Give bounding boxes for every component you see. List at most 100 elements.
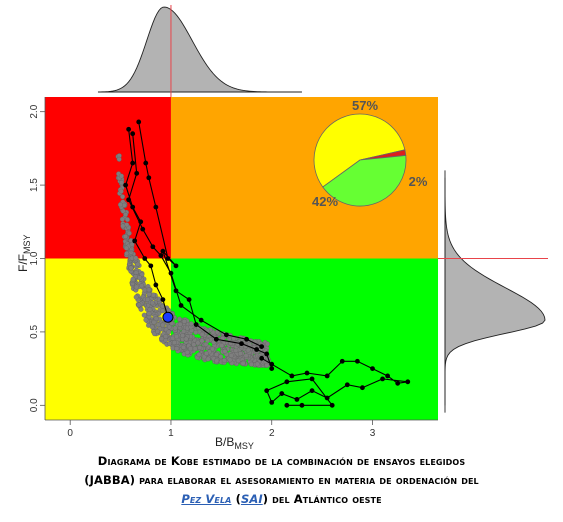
x-tick-label: 3 — [370, 428, 376, 439]
bootstrap-cloud — [115, 153, 271, 368]
bootstrap-point — [172, 325, 178, 331]
trajectory-point — [126, 126, 132, 132]
x-axis-label: B/BMSY — [215, 435, 254, 451]
bootstrap-point — [136, 302, 142, 308]
figure-caption: Diagrama de Kobe estimado de la combinac… — [0, 452, 563, 509]
trajectory-point — [142, 256, 148, 261]
trajectory-point — [294, 397, 300, 402]
y-tick-label: 1.5 — [29, 178, 40, 192]
sai-link[interactable]: SAI — [240, 492, 263, 506]
bootstrap-point — [188, 346, 193, 352]
bootstrap-point — [149, 300, 155, 306]
bootstrap-point — [151, 319, 157, 325]
trajectory-point — [284, 379, 290, 385]
x-tick-label: 0 — [67, 428, 73, 439]
bootstrap-point — [120, 194, 126, 200]
bootstrap-point — [155, 328, 161, 334]
bootstrap-point — [160, 308, 166, 314]
marginal-density-b-curve — [97, 6, 272, 93]
pie-slice — [322, 155, 407, 207]
trajectory-point — [168, 270, 174, 276]
trajectory-point — [126, 197, 132, 203]
bootstrap-point — [210, 346, 215, 352]
caption-line-1: Diagrama de Kobe estimado de la combinac… — [97, 454, 466, 468]
trajectory-point — [158, 253, 164, 258]
bootstrap-point — [228, 353, 234, 358]
bootstrap-point — [181, 328, 187, 334]
trajectory-point — [186, 297, 192, 303]
trajectory-point — [309, 376, 315, 382]
bootstrap-point — [166, 329, 172, 335]
bootstrap-point — [240, 360, 246, 366]
bootstrap-point — [134, 284, 139, 290]
bootstrap-point — [155, 322, 161, 328]
pez-vela-link[interactable]: Pez Vela — [181, 492, 232, 506]
bootstrap-point — [149, 324, 155, 330]
bootstrap-point — [205, 356, 211, 362]
bootstrap-point — [195, 340, 201, 346]
trajectory-point — [223, 332, 229, 338]
reference-lines — [170, 5, 548, 259]
bootstrap-point — [205, 338, 211, 344]
trajectory-point — [339, 358, 345, 364]
trajectory-point — [269, 361, 275, 367]
bootstrap-point — [219, 343, 225, 349]
bootstrap-point — [135, 261, 141, 267]
trajectory-point — [269, 399, 275, 405]
bootstrap-point — [123, 212, 129, 218]
trajectory-point — [269, 366, 275, 372]
y-axis-label: F/FMSY — [16, 234, 32, 272]
bootstrap-point — [126, 230, 132, 236]
trajectory-point — [143, 160, 149, 166]
trajectory-point — [370, 366, 375, 372]
bootstrap-point — [146, 287, 152, 293]
bootstrap-point — [264, 341, 270, 347]
bootstrap-point — [192, 346, 198, 352]
bootstrap-point — [146, 291, 152, 297]
bootstrap-point — [196, 352, 202, 358]
trajectory-point — [264, 351, 270, 357]
trajectory-point — [193, 322, 199, 327]
trajectory-point — [123, 182, 129, 188]
trajectory-point — [254, 347, 260, 352]
bootstrap-point — [243, 353, 249, 359]
trajectory-point — [150, 244, 156, 250]
trajectory-point — [354, 358, 360, 364]
bootstrap-point — [237, 351, 243, 357]
trajectory-point — [304, 370, 310, 376]
bootstrap-point — [123, 245, 129, 251]
trajectory-point — [130, 131, 136, 137]
bootstrap-point — [119, 216, 125, 222]
trajectory-point — [329, 402, 335, 408]
bootstrap-point — [138, 306, 144, 312]
trajectory-point — [264, 388, 270, 394]
trajectory-point — [279, 391, 285, 396]
trajectory-point — [324, 373, 330, 379]
current-status-point — [162, 311, 174, 323]
axes: 0 1 2 3 0.0 0.5 1.0 1.5 2.0 — [29, 97, 438, 439]
bootstrap-point — [124, 251, 130, 257]
bootstrap-point — [119, 180, 125, 186]
y-tick-label: 0.5 — [29, 325, 40, 339]
trajectory-point — [309, 388, 315, 394]
y-tick-label: 2.0 — [29, 104, 40, 118]
bootstrap-point — [183, 336, 189, 342]
bootstrap-point — [188, 321, 194, 327]
caption-line-3: Pez Vela (SAI) del Atlántico oeste — [181, 492, 382, 506]
trajectory-point — [148, 263, 154, 269]
trajectory-point — [385, 373, 391, 379]
trajectory-point — [146, 175, 152, 181]
bootstrap-point — [177, 321, 183, 327]
bootstrap-point — [180, 344, 186, 350]
x-tick-label: 1 — [168, 428, 174, 439]
bootstrap-point — [184, 349, 190, 355]
bootstrap-point — [141, 312, 147, 318]
trajectory-point — [165, 256, 171, 261]
bootstrap-point — [125, 217, 130, 223]
bootstrap-point — [254, 361, 260, 367]
bootstrap-point — [139, 283, 145, 289]
bootstrap-point — [193, 329, 199, 335]
trajectory-point — [395, 380, 401, 386]
trajectory-point — [130, 160, 136, 166]
trajectory-point — [140, 226, 146, 232]
